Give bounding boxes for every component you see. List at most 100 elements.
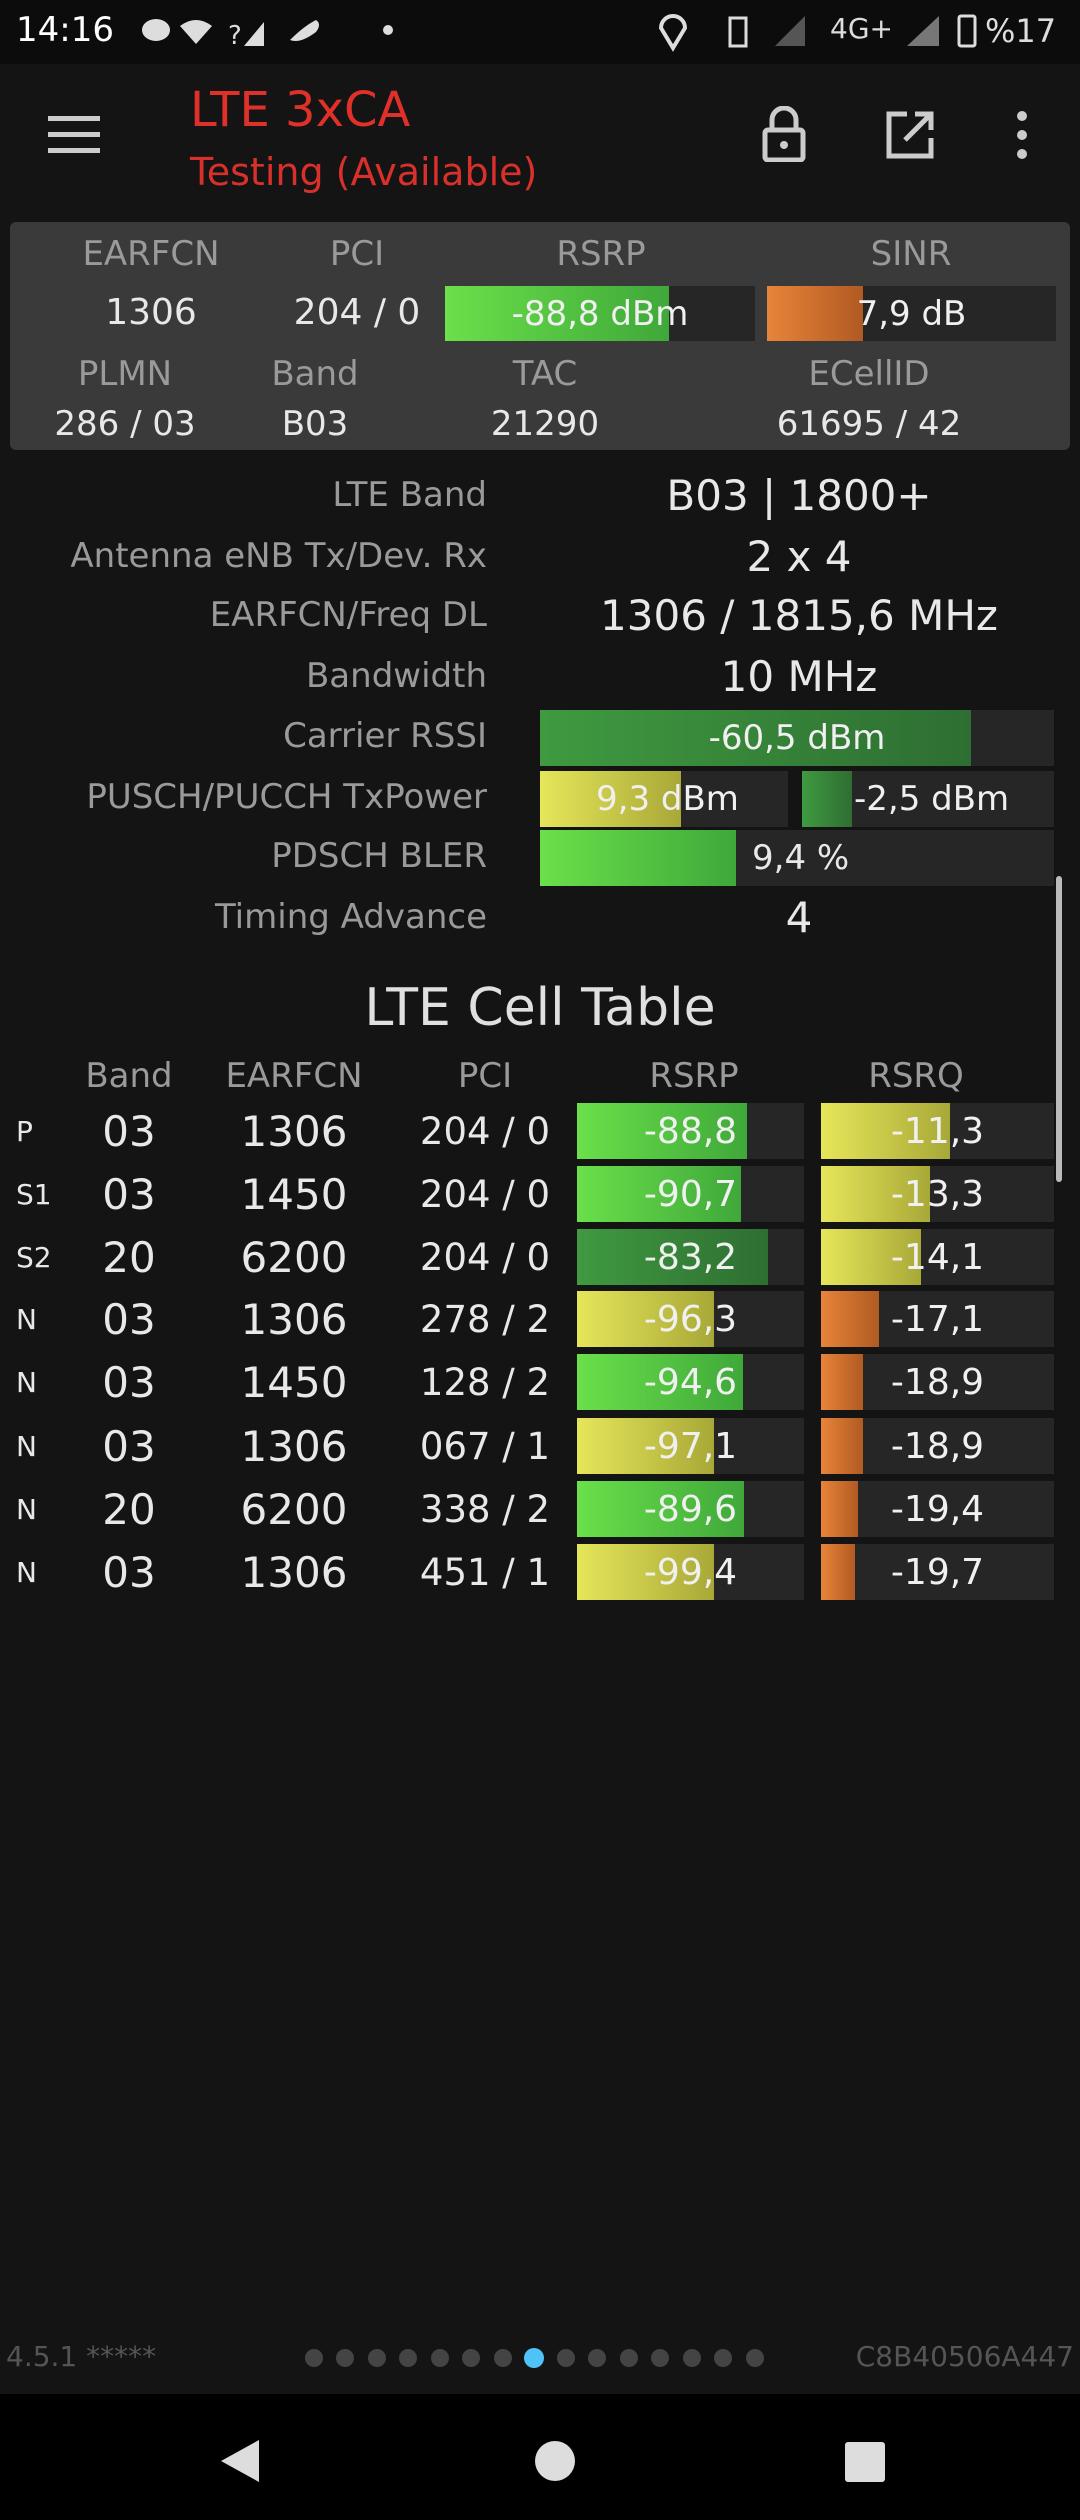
detail-label: Timing Advance [214, 897, 487, 937]
cell-rsrp-track: -83,2 [577, 1229, 804, 1285]
detail-label: PDSCH BLER [271, 836, 487, 876]
cell-pci: 128 / 2 [419, 1361, 551, 1404]
cell-rsrp-track: -90,7 [577, 1166, 804, 1222]
lock-button[interactable] [762, 106, 806, 162]
summary-value: B03 [281, 404, 349, 444]
scrollbar [1056, 876, 1062, 1182]
cell-role: N [16, 1366, 37, 1399]
cell-earfcn: 6200 [240, 1233, 348, 1282]
cell-band: 03 [102, 1107, 156, 1156]
cell-pci: 278 / 2 [419, 1298, 551, 1341]
cell-rsrp-text: -88,8 [643, 1110, 738, 1152]
cell-role: P [16, 1115, 33, 1148]
detail-label: PUSCH/PUCCH TxPower [86, 777, 487, 817]
battery-level: %17 [985, 12, 1057, 50]
rssi-bar-text: -60,5 dBm [708, 718, 886, 758]
back-button[interactable] [215, 2436, 265, 2486]
summary-value: 1306 [105, 292, 197, 333]
summary-header: SINR [870, 234, 952, 274]
cell-rsrq-text: -14,1 [890, 1236, 985, 1278]
cell-band: 03 [102, 1295, 156, 1344]
recents-button[interactable] [843, 2440, 887, 2484]
cell-rsrp-track: -94,6 [577, 1354, 804, 1410]
cell-rsrq-fill [821, 1544, 855, 1600]
column-header: Band [85, 1056, 173, 1096]
cell-rsrq-track: -18,9 [821, 1418, 1054, 1474]
summary-header: EARFCN [82, 234, 220, 274]
bler-bar-fill [540, 830, 736, 886]
column-header: PCI [457, 1056, 513, 1096]
cell-band: 03 [102, 1422, 156, 1471]
home-button[interactable] [530, 2436, 580, 2486]
cell-rsrq-text: -19,4 [890, 1488, 985, 1530]
summary-value: 286 / 03 [54, 404, 196, 444]
cell-rsrq-fill [821, 1103, 950, 1159]
cell-pci: 451 / 1 [419, 1551, 551, 1594]
pucch-bar-fill [802, 771, 852, 827]
cell-rsrp-fill [577, 1354, 743, 1410]
cell-rsrq-fill [821, 1481, 858, 1537]
rsrp-bar-track: -88,8 dBm [445, 286, 755, 341]
cell-pci: 338 / 2 [419, 1488, 551, 1531]
detail-label: Bandwidth [305, 656, 487, 696]
cell-band: 20 [102, 1233, 156, 1282]
cell-rsrp-fill [577, 1229, 768, 1285]
cell-role: S1 [16, 1178, 52, 1211]
status-icons: ? [142, 19, 393, 50]
cell-rsrp-fill [577, 1418, 714, 1474]
rsrp-bar-text: -88,8 dBm [511, 293, 689, 334]
cell-rsrq-text: -13,3 [890, 1173, 985, 1215]
detail-value: 10 MHz [720, 652, 878, 701]
cell-rsrq-text: -18,9 [890, 1425, 985, 1467]
cell-pci: 204 / 0 [419, 1173, 551, 1216]
pusch-bar-text: 9,3 dBm [596, 779, 739, 819]
cell-role: S2 [16, 1241, 52, 1274]
cell-rsrq-fill [821, 1229, 921, 1285]
cell-rsrp-fill [577, 1481, 744, 1537]
cell-rsrp-track: -88,8 [577, 1103, 804, 1159]
clock: 14:16 [16, 10, 114, 50]
cell-earfcn: 1306 [240, 1295, 348, 1344]
cell-band: 20 [102, 1485, 156, 1534]
cell-pci: 204 / 0 [419, 1110, 551, 1153]
cell-rsrp-text: -89,6 [643, 1488, 738, 1530]
svg-text:?: ? [228, 21, 242, 50]
cell-band: 03 [102, 1358, 156, 1407]
cell-rsrq-track: -14,1 [821, 1229, 1054, 1285]
summary-header: ECellID [808, 354, 930, 394]
pucch-bar-text: -2,5 dBm [854, 779, 1010, 819]
cell-rsrq-text: -11,3 [890, 1110, 985, 1152]
detail-label: Antenna eNB Tx/Dev. Rx [70, 536, 487, 576]
cell-earfcn: 6200 [240, 1485, 348, 1534]
cell-band: 03 [102, 1170, 156, 1219]
signal-battery [907, 14, 977, 48]
cell-earfcn: 1450 [240, 1358, 348, 1407]
cell-pci: 204 / 0 [419, 1236, 551, 1279]
cell-rsrp-track: -89,6 [577, 1481, 804, 1537]
detail-value: 2 x 4 [746, 532, 852, 581]
sinr-bar-track: 7,9 dB [767, 286, 1056, 341]
cell-rsrp-text: -96,3 [643, 1298, 738, 1340]
column-header: RSRP [649, 1056, 739, 1096]
detail-label: Carrier RSSI [283, 716, 487, 756]
cell-rsrq-fill [821, 1291, 879, 1347]
cell-earfcn: 1306 [240, 1548, 348, 1597]
cell-rsrp-fill [577, 1103, 747, 1159]
more-button[interactable] [1012, 110, 1032, 160]
device-id: C8B40506A447 [855, 2340, 1074, 2373]
menu-button[interactable] [48, 114, 100, 154]
detail-value: B03 | 1800+ [666, 471, 932, 520]
rssi-bar-fill [540, 710, 971, 766]
column-header: RSRQ [868, 1056, 964, 1096]
open-external-button[interactable] [885, 110, 935, 160]
cell-rsrp-text: -99,4 [643, 1551, 738, 1593]
summary-value: 61695 / 42 [776, 404, 962, 444]
cell-earfcn: 1306 [240, 1422, 348, 1471]
cell-rsrq-fill [821, 1166, 930, 1222]
cell-rsrq-track: -18,9 [821, 1354, 1054, 1410]
cell-rsrp-fill [577, 1166, 741, 1222]
table-title: LTE Cell Table [364, 978, 716, 1038]
cell-role: N [16, 1556, 37, 1589]
pusch-bar-fill [540, 771, 681, 827]
